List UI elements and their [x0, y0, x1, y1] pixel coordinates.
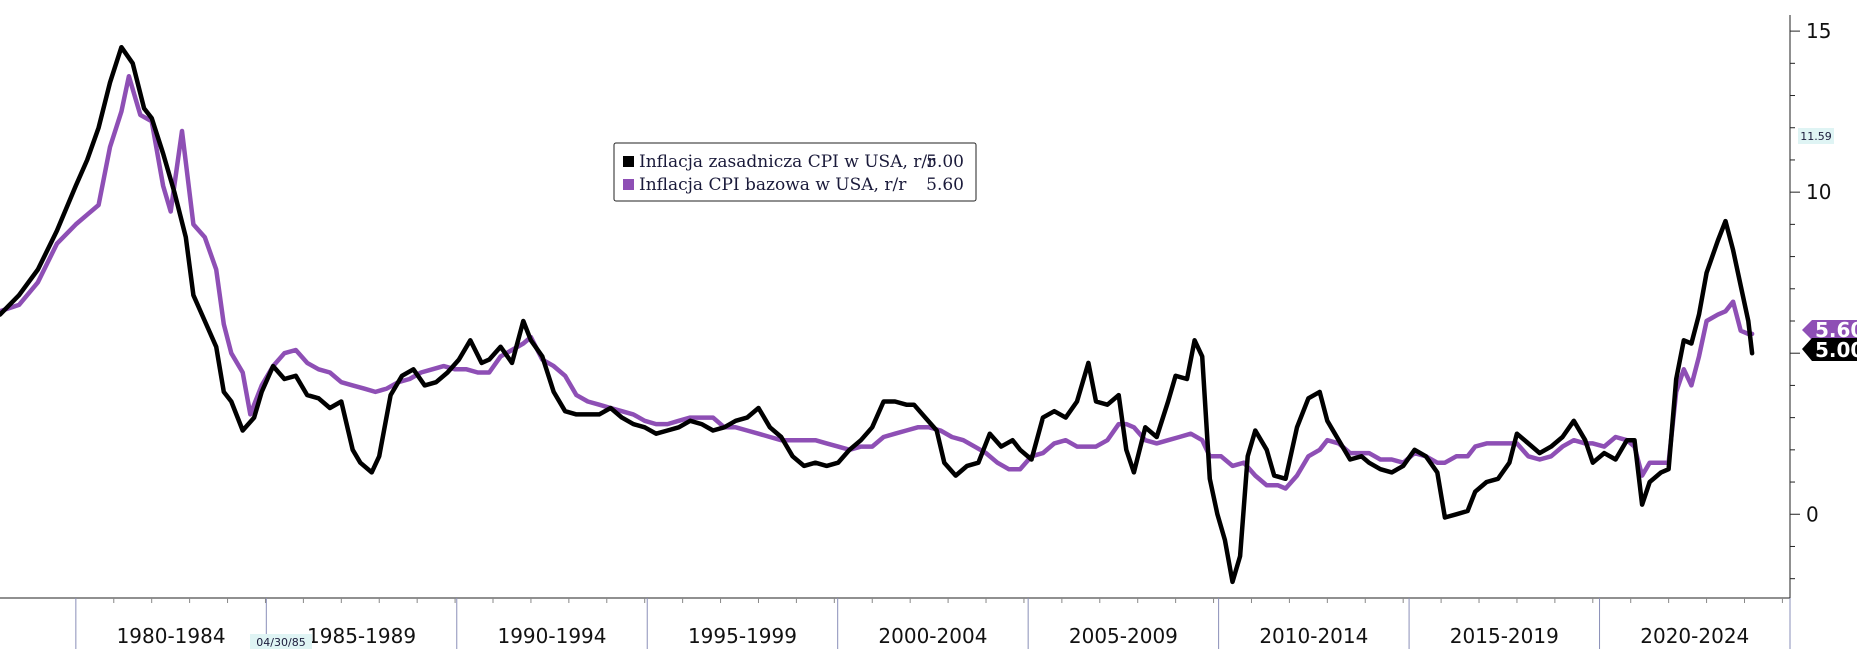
axis-marker-box	[1798, 128, 1834, 144]
x-group-label: 1990-1994	[497, 624, 606, 648]
x-group-label: 2000-2004	[878, 624, 987, 648]
legend-label-headline: Inflacja zasadnicza CPI w USA, r/r	[639, 152, 936, 172]
series-line-core-cpi	[0, 73, 1755, 491]
end-label-core-tag	[1802, 320, 1857, 340]
x-axis: 1980-1984 1985-1989 1990-1994 1995-1999 2000…	[0, 597, 1791, 649]
date-marker-text: 04/30/85	[256, 636, 305, 649]
legend-box	[613, 142, 977, 202]
axis-marker-value: 11.59	[1800, 130, 1832, 143]
y-axis: 0 10 15	[1789, 15, 1831, 598]
x-group-label: 1980-1984	[117, 624, 226, 648]
series-line-headline-cpi	[0, 44, 1755, 585]
series-layer	[0, 44, 1755, 585]
end-label-headline-value: 5.00	[1815, 338, 1857, 362]
x-group-label: 2015-2019	[1450, 624, 1559, 648]
legend-value-headline: 5.00	[926, 152, 964, 172]
y-tick-label: 15	[1806, 19, 1831, 43]
y-tick-label: 10	[1806, 180, 1831, 204]
x-group-label: 2005-2009	[1069, 624, 1178, 648]
date-marker: 04/30/85	[250, 634, 312, 649]
x-group-label: 2010-2014	[1259, 624, 1368, 648]
end-label-headline-tag	[1802, 338, 1857, 361]
x-group-label: 2020-2024	[1640, 624, 1749, 648]
x-group-label: 1995-1999	[688, 624, 797, 648]
end-labels: 5.60 5.00	[1802, 318, 1857, 362]
legend: Inflacja zasadnicza CPI w USA, r/r 5.00 …	[613, 142, 977, 202]
x-group-label: 1985-1989	[307, 624, 416, 648]
legend-label-core: Inflacja CPI bazowa w USA, r/r	[639, 175, 907, 195]
date-marker-box	[250, 634, 312, 649]
legend-swatch-core	[623, 179, 634, 190]
y-tick-label: 0	[1806, 502, 1819, 526]
legend-swatch-headline	[623, 156, 634, 167]
legend-value-core: 5.60	[926, 175, 964, 195]
axis-marker: 11.59	[1798, 128, 1834, 144]
